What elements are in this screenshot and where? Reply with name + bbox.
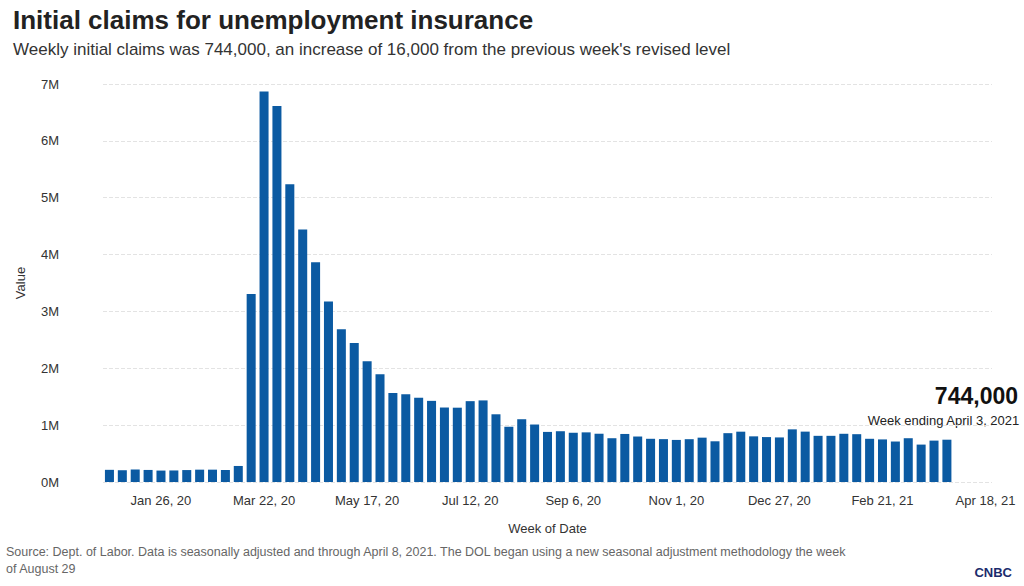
svg-text:Dec 27, 20: Dec 27, 20	[748, 493, 811, 508]
svg-text:Source: Dept. of Labor. Data i: Source: Dept. of Labor. Data is seasonal…	[6, 545, 849, 559]
svg-text:Feb 21, 21: Feb 21, 21	[851, 493, 913, 508]
svg-text:Sep 6, 20: Sep 6, 20	[545, 493, 601, 508]
svg-text:Apr 18, 21: Apr 18, 21	[956, 493, 1016, 508]
svg-text:3M: 3M	[41, 304, 59, 319]
svg-text:7M: 7M	[41, 77, 59, 92]
svg-text:0M: 0M	[41, 475, 59, 490]
svg-text:Mar 22, 20: Mar 22, 20	[233, 493, 295, 508]
svg-text:2M: 2M	[41, 361, 59, 376]
svg-text:Week of Date: Week of Date	[508, 521, 587, 536]
svg-text:Week ending April 3, 2021: Week ending April 3, 2021	[867, 413, 1020, 428]
svg-text:Value: Value	[13, 267, 28, 299]
svg-text:CNBC: CNBC	[974, 565, 1012, 580]
svg-text:of August 29: of August 29	[6, 562, 76, 576]
svg-text:May 17, 20: May 17, 20	[335, 493, 399, 508]
svg-text:Nov 1, 20: Nov 1, 20	[649, 493, 705, 508]
svg-text:744,000: 744,000	[935, 383, 1018, 409]
svg-text:6M: 6M	[41, 133, 59, 148]
svg-text:5M: 5M	[41, 190, 59, 205]
svg-text:Weekly initial claims was 744,: Weekly initial claims was 744,000, an in…	[13, 40, 730, 59]
svg-text:Jan 26, 20: Jan 26, 20	[131, 493, 192, 508]
svg-text:1M: 1M	[41, 418, 59, 433]
svg-text:Initial claims for unemploymen: Initial claims for unemployment insuranc…	[13, 5, 533, 35]
svg-text:Jul 12, 20: Jul 12, 20	[442, 493, 498, 508]
svg-text:4M: 4M	[41, 247, 59, 262]
